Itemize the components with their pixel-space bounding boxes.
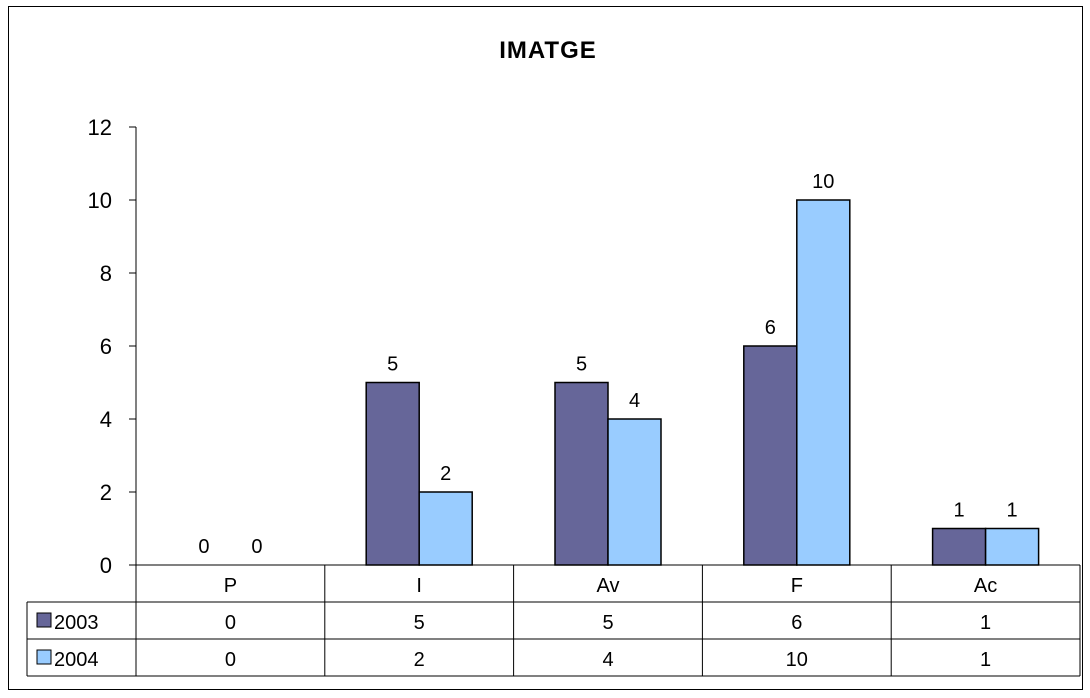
chart-frame (8, 6, 1083, 690)
bar-2003-Ac (931, 527, 987, 566)
data-label-2004-I: 2 (440, 463, 451, 485)
y-tick-label: 4 (100, 407, 112, 432)
bar-labels: 0 0 5 2 5 4 6 10 1 1 (198, 171, 1017, 558)
bar-2004-I (418, 491, 473, 566)
legend-series-name: 2003 (54, 612, 99, 634)
table-cell-value: 10 (786, 649, 808, 671)
y-tick-label: 12 (88, 115, 112, 140)
x-category-label: I (416, 575, 422, 597)
data-label-2003-F: 6 (765, 317, 776, 339)
bar-2004-F (796, 199, 851, 566)
table-cell-value: 1 (980, 612, 991, 634)
data-table: P I Av F Ac 2003 0 5 5 6 1 2004 0 2 4 10 1 (26, 565, 1081, 677)
data-label-2003-I: 5 (387, 354, 398, 376)
data-label-2003-Av: 5 (576, 354, 587, 376)
y-tick-label: 10 (88, 188, 112, 213)
legend-series-name: 2004 (54, 649, 99, 671)
table-cell-value: 2 (414, 649, 425, 671)
table-cell-value: 1 (980, 649, 991, 671)
data-label-2004-P: 0 (251, 536, 262, 558)
x-category-label: F (791, 575, 803, 597)
data-label-2004-Av: 4 (629, 390, 640, 412)
table-cell-value: 0 (225, 649, 236, 671)
y-tick-label: 6 (100, 334, 112, 359)
table-cell-value: 5 (602, 612, 613, 634)
table-cell-value: 6 (791, 612, 802, 634)
bar-2004-Av (607, 418, 662, 566)
data-label-2004-F: 10 (812, 171, 834, 193)
data-label-2003-Ac: 1 (954, 500, 965, 522)
x-category-label: P (224, 575, 237, 597)
chart-title: IMATGE (499, 37, 597, 64)
bar-2003-F (743, 345, 798, 566)
y-tick-label: 0 (100, 553, 112, 578)
bar-2003-I (365, 381, 420, 566)
bar-2003-Av (554, 381, 609, 566)
y-tick-label: 2 (100, 480, 112, 505)
table-cell-value: 4 (602, 649, 613, 671)
bar-2004-Ac (984, 527, 1040, 566)
x-category-label: Ac (974, 575, 997, 597)
table-cell-value: 5 (414, 612, 425, 634)
x-category-label: Av (597, 575, 620, 597)
y-tick-label: 8 (100, 261, 112, 286)
legend-swatch-2004 (36, 649, 52, 665)
data-label-2003-P: 0 (198, 536, 209, 558)
table-cell-value: 0 (225, 612, 236, 634)
legend-swatch-2003 (36, 612, 52, 628)
data-label-2004-Ac: 1 (1007, 500, 1018, 522)
bars (365, 199, 1040, 566)
